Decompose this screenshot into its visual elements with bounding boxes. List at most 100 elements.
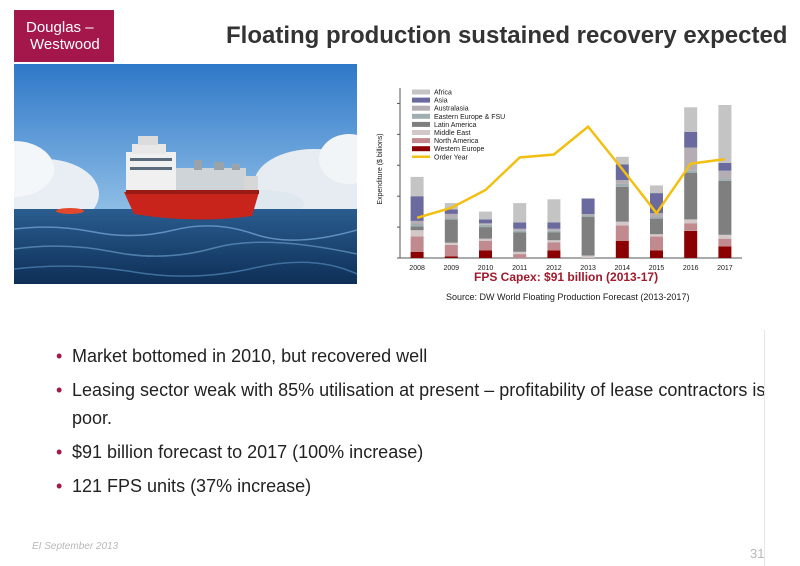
bar-segment-africa [615, 156, 629, 165]
bullet-dot-icon: • [56, 476, 63, 496]
bar-segment-eastern-europe-fsu [650, 217, 663, 219]
bar-segment-eastern-europe-fsu [410, 224, 424, 227]
y-axis-label: Expenditure ($ billions) [377, 133, 384, 204]
bar-segment-north-america [410, 236, 424, 252]
chart-source: Source: DW World Floating Production For… [446, 292, 690, 302]
bar-segment-middle-east [718, 234, 732, 239]
bullet-item: • Market bottomed in 2010, but recovered … [56, 342, 776, 370]
bar-segment-north-america [615, 225, 629, 241]
legend-label: Africa [434, 90, 452, 97]
bullet-text: $91 billion forecast to 2017 (100% incre… [72, 442, 424, 462]
bar-segment-middle-east [513, 251, 527, 255]
logo-line-2: Westwood [30, 36, 100, 53]
order-year-line [416, 124, 726, 219]
bar-segment-eastern-europe-fsu [513, 231, 527, 233]
bar-segment-asia [581, 198, 595, 214]
bullet-text: 121 FPS units (37% increase) [72, 476, 312, 496]
bullet-dot-icon: • [56, 442, 63, 462]
bar-segment-middle-east [444, 242, 458, 245]
bar-segment-australasia [718, 170, 732, 179]
bar-segment-middle-east [581, 255, 595, 258]
bar-segment-north-america [718, 238, 732, 247]
bar-segment-latin-america [513, 232, 527, 252]
bar-segment-western-europe [718, 246, 732, 258]
bar-segment-australasia [479, 223, 492, 225]
bar-segment-middle-east [410, 230, 424, 237]
bar-segment-africa [718, 105, 732, 163]
bar-segment-australasia [444, 214, 458, 218]
bar-segment-asia [479, 219, 492, 224]
bar-segment-middle-east [650, 234, 663, 237]
bar-segment-asia [410, 196, 424, 221]
x-tick-label: 2015 [649, 265, 665, 272]
x-tick-label: 2017 [717, 265, 733, 272]
bar-segment-asia [615, 164, 629, 180]
bar-segment-middle-east [684, 219, 698, 224]
bar-segment-western-europe [410, 251, 424, 258]
bar-segment-western-europe [479, 250, 492, 258]
bar-segment-north-america [479, 241, 492, 251]
legend-label: Western Europe [434, 146, 485, 153]
bar-segment-eastern-europe-fsu [479, 224, 492, 228]
legend-label: Latin America [434, 122, 477, 129]
bar-segment-latin-america [444, 219, 458, 243]
x-tick-label: 2009 [444, 265, 460, 272]
bar-segment-north-america [513, 254, 527, 258]
legend-label: Asia [434, 98, 448, 105]
bar-segment-eastern-europe-fsu [547, 231, 561, 233]
bar-segment-western-europe [650, 250, 663, 258]
bar-segment-eastern-europe-fsu [444, 217, 458, 220]
bar-segment-latin-america [684, 173, 698, 220]
bar-segment-latin-america [650, 218, 663, 235]
bar-segment-latin-america [615, 186, 629, 222]
legend-swatch [412, 105, 430, 111]
bullet-text: Leasing sector weak with 85% utilisation… [72, 380, 766, 428]
bar-segment-australasia [684, 147, 698, 171]
capex-label: FPS Capex: $91 billion (2013-17) [474, 270, 659, 284]
bar-segment-western-europe [547, 250, 561, 258]
legend-swatch [412, 130, 430, 135]
bar-segment-eastern-europe-fsu [615, 183, 629, 187]
bar-segment-latin-america [410, 226, 424, 231]
legend-swatch [412, 121, 430, 127]
bar-segment-asia [547, 222, 561, 229]
bar-segment-eastern-europe-fsu [684, 170, 698, 173]
bullet-text: Market bottomed in 2010, but recovered w… [72, 346, 428, 366]
bar-segment-asia [650, 193, 663, 214]
bar-segment-africa [513, 203, 527, 223]
legend-label: Order Year [434, 154, 469, 161]
legend-label: Middle East [434, 130, 471, 137]
bar-segment-middle-east [479, 238, 492, 241]
x-tick-label: 2012 [546, 265, 562, 272]
bar-segment-north-america [684, 223, 698, 231]
bar-segment-north-america [444, 244, 458, 257]
legend-swatch [412, 138, 430, 144]
legend-swatch [412, 146, 430, 152]
legend-swatch [412, 89, 430, 95]
bar-segment-asia [684, 132, 698, 148]
x-tick-label: 2014 [615, 265, 631, 272]
bar-segment-africa [479, 211, 492, 220]
bullet-dot-icon: • [56, 380, 63, 400]
legend-swatch [412, 113, 430, 119]
bar-segment-africa [444, 203, 458, 210]
bullet-item: • $91 billion forecast to 2017 (100% incr… [56, 438, 776, 466]
bullet-dot-icon: • [56, 346, 63, 366]
bar-segment-latin-america [479, 227, 492, 239]
bullet-item: • Leasing sector weak with 85% utilisatio… [56, 376, 776, 432]
legend-swatch [412, 97, 430, 103]
company-logo: Douglas – Westwood [14, 10, 114, 62]
bar-segment-eastern-europe-fsu [718, 178, 732, 181]
bar-segment-north-america [547, 242, 561, 251]
bar-segment-western-europe [615, 241, 629, 258]
bar-segment-australasia [581, 214, 595, 216]
page-number: 31 [750, 546, 765, 561]
bar-segment-latin-america [581, 217, 595, 256]
x-tick-label: 2008 [409, 265, 425, 272]
bar-segment-north-america [650, 236, 663, 251]
bar-segment-latin-america [718, 180, 732, 235]
expenditure-chart: Expenditure ($ billions) 2008 2009 2010 201… [377, 88, 742, 272]
bar-segment-australasia [410, 220, 424, 224]
bar-segment-africa [547, 199, 561, 223]
